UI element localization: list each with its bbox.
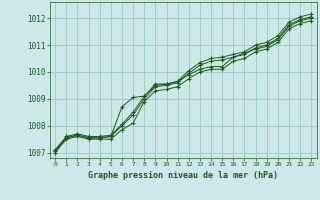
X-axis label: Graphe pression niveau de la mer (hPa): Graphe pression niveau de la mer (hPa) (88, 171, 278, 180)
